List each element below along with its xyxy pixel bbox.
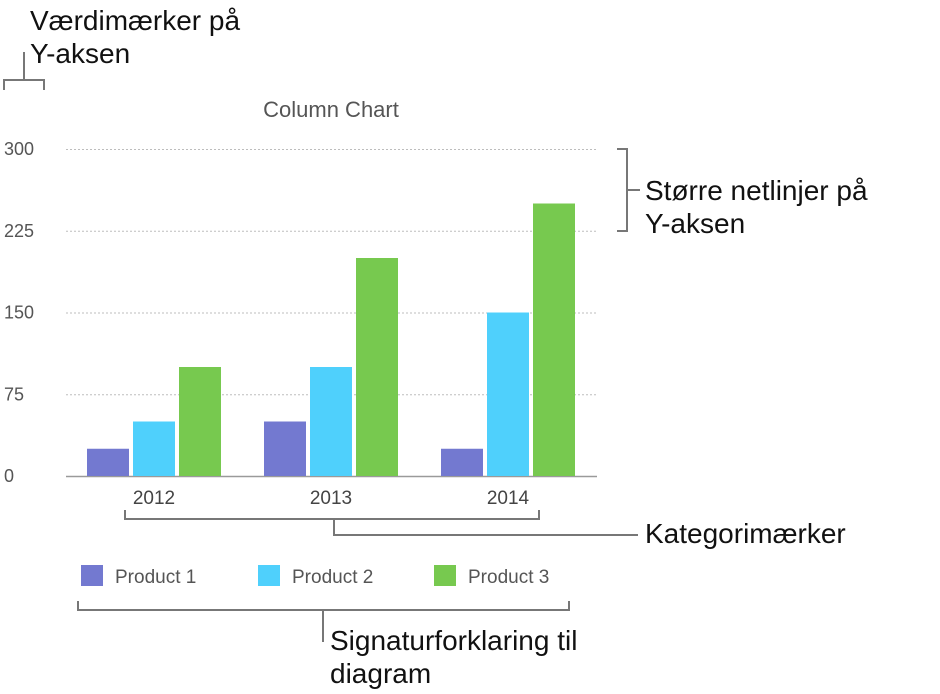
category-labels-callout: Kategorimærker <box>645 517 846 550</box>
category-labels: 2012 2013 2014 <box>133 488 530 509</box>
y-tick-label: 150 <box>4 303 34 323</box>
bar-product-2-2013 <box>310 367 352 476</box>
legend-label: Product 3 <box>468 567 549 588</box>
bar-product-2-2014 <box>487 312 529 476</box>
y-axis-tick-labels: 0 75 150 225 300 <box>4 139 34 486</box>
callout-line: Signaturforklaring til <box>330 625 578 656</box>
major-gridlines-bracket <box>617 148 640 232</box>
y-tick-label: 300 <box>4 139 34 159</box>
legend-swatch <box>258 565 280 586</box>
callout-line: Y-aksen <box>30 38 131 69</box>
bars <box>87 203 575 476</box>
bar-product-3-2013 <box>356 258 398 476</box>
legend-swatch <box>81 565 103 586</box>
callout-line: Y-aksen <box>645 208 746 239</box>
chart-title: Column Chart <box>263 97 399 122</box>
bar-product-1-2013 <box>264 421 306 476</box>
major-gridlines-callout: Større netlinjer på Y-aksen <box>645 174 868 240</box>
bar-product-3-2012 <box>179 367 221 476</box>
bar-product-1-2014 <box>441 448 483 476</box>
callout-line: Større netlinjer på <box>645 175 868 206</box>
category-label: 2012 <box>133 488 175 509</box>
value-labels-callout: Værdimærker på Y-aksen <box>30 4 240 70</box>
legend-callout: Signaturforklaring til diagram <box>330 624 577 690</box>
bar-product-2-2012 <box>133 421 175 476</box>
bar-product-3-2014 <box>533 203 575 476</box>
y-tick-label: 0 <box>4 466 14 486</box>
legend-swatch <box>434 565 456 586</box>
callout-line: Kategorimærker <box>645 518 846 549</box>
callout-line: diagram <box>330 658 432 689</box>
legend-label: Product 2 <box>292 567 373 588</box>
y-tick-label: 75 <box>4 384 24 404</box>
gridlines <box>66 149 597 478</box>
legend: Product 1 Product 2 Product 3 <box>81 565 549 588</box>
category-label: 2013 <box>310 488 352 509</box>
category-label: 2014 <box>487 488 530 509</box>
legend-label: Product 1 <box>115 567 196 588</box>
value-labels-bracket <box>3 52 45 90</box>
bar-product-1-2012 <box>87 448 129 476</box>
category-labels-bracket <box>124 510 638 536</box>
y-tick-label: 225 <box>4 221 34 241</box>
callout-line: Værdimærker på <box>30 5 241 36</box>
legend-bracket <box>77 601 570 642</box>
